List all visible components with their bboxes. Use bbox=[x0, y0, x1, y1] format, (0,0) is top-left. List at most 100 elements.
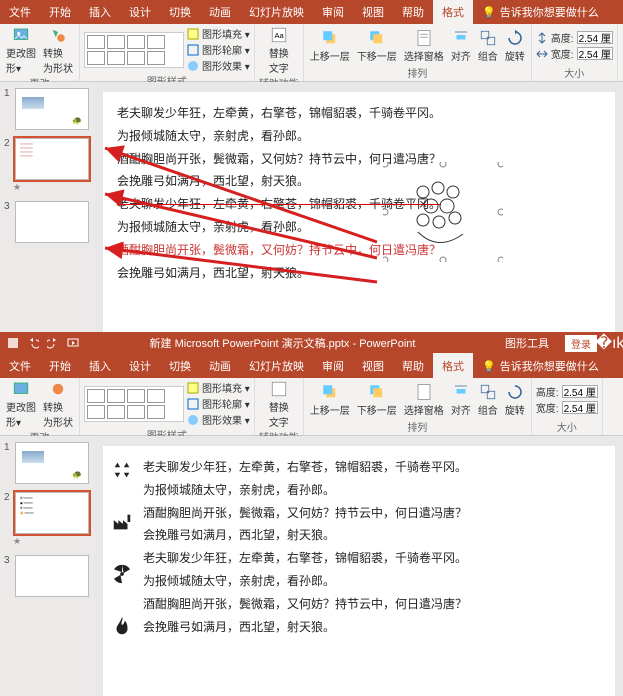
radiation-icon bbox=[111, 564, 133, 584]
height-field[interactable]: 高度: bbox=[536, 384, 598, 399]
shape-fill-button[interactable]: 图形填充 ▾ bbox=[187, 26, 250, 41]
text-line: 老夫聊发少年狂，左牵黄，右擎苍，锦帽貂裘，千骑卷平冈。 bbox=[117, 102, 601, 125]
slide-thumb-2[interactable]: ━━━━━━━━━━━━━━━━━━━━━━━━━━━━ bbox=[15, 138, 89, 180]
send-backward-button[interactable]: 下移一层 bbox=[355, 383, 399, 417]
slide-thumb-3[interactable] bbox=[15, 555, 89, 597]
group-change: 更改图 形▾ 转换 为形状 更改 bbox=[0, 378, 80, 435]
height-input[interactable] bbox=[562, 385, 598, 398]
tab-transitions[interactable]: 切换 bbox=[160, 353, 200, 378]
tab-review[interactable]: 审阅 bbox=[313, 0, 353, 24]
tab-animations[interactable]: 动画 bbox=[200, 353, 240, 378]
tab-animations[interactable]: 动画 bbox=[200, 0, 240, 24]
bullet-icon-column bbox=[111, 460, 133, 636]
ribbon-tabs: 文件 开始 插入 设计 切换 动画 幻灯片放映 审阅 视图 帮助 格式 💡 告诉… bbox=[0, 0, 623, 24]
change-graphic-button[interactable]: 更改图 形▾ bbox=[4, 380, 38, 429]
tab-slideshow[interactable]: 幻灯片放映 bbox=[240, 0, 313, 24]
ribbon-2: 更改图 形▾ 转换 为形状 更改 图形填充 ▾ 图形轮廓 ▾ 图形效果 ▾ 图形… bbox=[0, 378, 623, 436]
text-line: 为报倾城随太守，亲射虎，看孙郎。 bbox=[143, 479, 601, 502]
tab-view[interactable]: 视图 bbox=[353, 0, 393, 24]
thumb-num-2: 2 bbox=[4, 138, 12, 180]
tab-home[interactable]: 开始 bbox=[40, 0, 80, 24]
rotate-button[interactable]: 旋转 bbox=[503, 383, 527, 417]
slide-canvas-2[interactable]: 老夫聊发少年狂，左牵黄，右擎苍，锦帽貂裘，千骑卷平冈。 为报倾城随太守，亲射虎，… bbox=[95, 436, 623, 696]
height-label: 高度: bbox=[551, 30, 574, 45]
tell-me-label: 告诉我你想要做什么 bbox=[500, 358, 599, 374]
width-input[interactable] bbox=[577, 47, 613, 60]
shape-fill-button[interactable]: 图形填充 ▾ bbox=[187, 380, 250, 395]
slide-canvas[interactable]: 老夫聊发少年狂，左牵黄，右擎苍，锦帽貂裘，千骑卷平冈。 为报倾城随太守，亲射虎，… bbox=[95, 82, 623, 332]
shape-outline-button[interactable]: 图形轮廓 ▾ bbox=[187, 396, 250, 411]
tab-insert[interactable]: 插入 bbox=[80, 0, 120, 24]
rotate-button[interactable]: 旋转 bbox=[503, 29, 527, 63]
tab-review[interactable]: 审阅 bbox=[313, 353, 353, 378]
redo-icon[interactable] bbox=[46, 336, 60, 350]
svg-text:Aa: Aa bbox=[274, 31, 284, 40]
group-size-label: 大小 bbox=[564, 65, 584, 81]
slide-thumb-2[interactable]: ♻ ━━━━━▣ ━━━━━☢ ━━━━━🔥 ━━━━━ bbox=[15, 492, 89, 534]
workspace-top: 1 🐢 2 ━━━━━━━━━━━━━━━━━━━━━━━━━━━━ ★ 3 老… bbox=[0, 82, 623, 332]
text-line: 会挽雕弓如满月，西北望，射天狼。 bbox=[117, 262, 601, 285]
selection-pane-button[interactable]: 选择窗格 bbox=[402, 29, 446, 63]
height-input[interactable] bbox=[577, 31, 613, 44]
start-slideshow-icon[interactable] bbox=[66, 336, 80, 350]
shape-style-gallery[interactable] bbox=[84, 32, 184, 68]
recycle-icon bbox=[111, 460, 133, 480]
tab-format[interactable]: 格式 bbox=[433, 353, 473, 378]
tab-help[interactable]: 帮助 bbox=[393, 0, 433, 24]
convert-to-shape-button[interactable]: 转换 为形状 bbox=[41, 26, 75, 75]
alt-text-label: 替换 文字 bbox=[269, 45, 289, 75]
undo-icon[interactable] bbox=[26, 336, 40, 350]
text-line: 会挽雕弓如满月，西北望，射天狼。 bbox=[117, 170, 601, 193]
tab-slideshow[interactable]: 幻灯片放映 bbox=[240, 353, 313, 378]
ribbon: 更改图 形▾ 转换 为形状 更改 图形填充 ▾ 图形轮廓 ▾ 图形效果 ▾ bbox=[0, 24, 623, 82]
tab-design[interactable]: 设计 bbox=[120, 353, 160, 378]
align-button[interactable]: 对齐 bbox=[449, 29, 473, 63]
save-icon[interactable] bbox=[6, 336, 20, 350]
bring-forward-button[interactable]: 上移一层 bbox=[308, 29, 352, 63]
change-graphic-button[interactable]: 更改图 形▾ bbox=[4, 26, 38, 75]
slide-thumb-1[interactable]: 🐢 bbox=[15, 442, 89, 484]
send-backward-button[interactable]: 下移一层 bbox=[355, 29, 399, 63]
tab-view[interactable]: 视图 bbox=[353, 353, 393, 378]
shape-outline-button[interactable]: 图形轮廓 ▾ bbox=[187, 42, 250, 57]
group-accessibility: 替换 文字 辅助功能 bbox=[255, 378, 304, 435]
login-button[interactable]: 登录 bbox=[565, 335, 597, 352]
height-field[interactable]: 高度: bbox=[536, 30, 613, 45]
slide-thumbnails-2: 1 🐢 2 ♻ ━━━━━▣ ━━━━━☢ ━━━━━🔥 ━━━━━ ★ 3 bbox=[0, 436, 95, 696]
tell-me[interactable]: 💡 告诉我你想要做什么 bbox=[473, 0, 608, 24]
tab-file[interactable]: 文件 bbox=[0, 0, 40, 24]
text-line: 酒酣胸胆尚开张，鬓微霜，又何妨？持节云中，何日遣冯唐？ bbox=[143, 593, 601, 616]
align-button[interactable]: 对齐 bbox=[449, 383, 473, 417]
tab-design[interactable]: 设计 bbox=[120, 0, 160, 24]
ribbon-options-icon[interactable]: �ık bbox=[603, 336, 617, 350]
slide-thumb-1[interactable]: 🐢 bbox=[15, 88, 89, 130]
bring-forward-button[interactable]: 上移一层 bbox=[308, 383, 352, 417]
tab-insert[interactable]: 插入 bbox=[80, 353, 120, 378]
alt-text-button[interactable]: Aa 替换 文字 bbox=[267, 26, 291, 75]
slide-thumbnails: 1 🐢 2 ━━━━━━━━━━━━━━━━━━━━━━━━━━━━ ★ 3 bbox=[0, 82, 95, 332]
shape-style-gallery[interactable] bbox=[84, 386, 184, 422]
slide-thumb-3[interactable] bbox=[15, 201, 89, 243]
tab-help[interactable]: 帮助 bbox=[393, 353, 433, 378]
tab-format[interactable]: 格式 bbox=[433, 0, 473, 24]
alt-text-button[interactable]: 替换 文字 bbox=[267, 380, 291, 429]
tab-transitions[interactable]: 切换 bbox=[160, 0, 200, 24]
shape-effects-button[interactable]: 图形效果 ▾ bbox=[187, 412, 250, 427]
width-input[interactable] bbox=[562, 401, 598, 414]
group-arrange: 上移一层 下移一层 选择窗格 对齐 组合 旋转 排列 bbox=[304, 24, 532, 81]
convert-to-shape-button[interactable]: 转换 为形状 bbox=[41, 380, 75, 429]
width-field[interactable]: 宽度: bbox=[536, 400, 598, 415]
shape-effects-button[interactable]: 图形效果 ▾ bbox=[187, 58, 250, 73]
group-button[interactable]: 组合 bbox=[476, 383, 500, 417]
slide-content: 老夫聊发少年狂，左牵黄，右擎苍，锦帽貂裘，千骑卷平冈。 为报倾城随太守，亲射虎，… bbox=[103, 92, 615, 332]
group-button[interactable]: 组合 bbox=[476, 29, 500, 63]
width-field[interactable]: 宽度: bbox=[536, 46, 613, 61]
tab-home[interactable]: 开始 bbox=[40, 353, 80, 378]
tell-me-2[interactable]: 💡 告诉我你想要做什么 bbox=[473, 353, 608, 378]
text-line: 老夫聊发少年狂，左牵黄，右擎苍，锦帽貂裘，千骑卷平冈。 bbox=[117, 193, 601, 216]
selected-graphic-object[interactable] bbox=[383, 162, 503, 262]
selection-pane-button[interactable]: 选择窗格 bbox=[402, 383, 446, 417]
width-label: 宽度: bbox=[551, 46, 574, 61]
tab-file[interactable]: 文件 bbox=[0, 353, 40, 378]
lightbulb-icon: 💡 bbox=[482, 360, 496, 373]
